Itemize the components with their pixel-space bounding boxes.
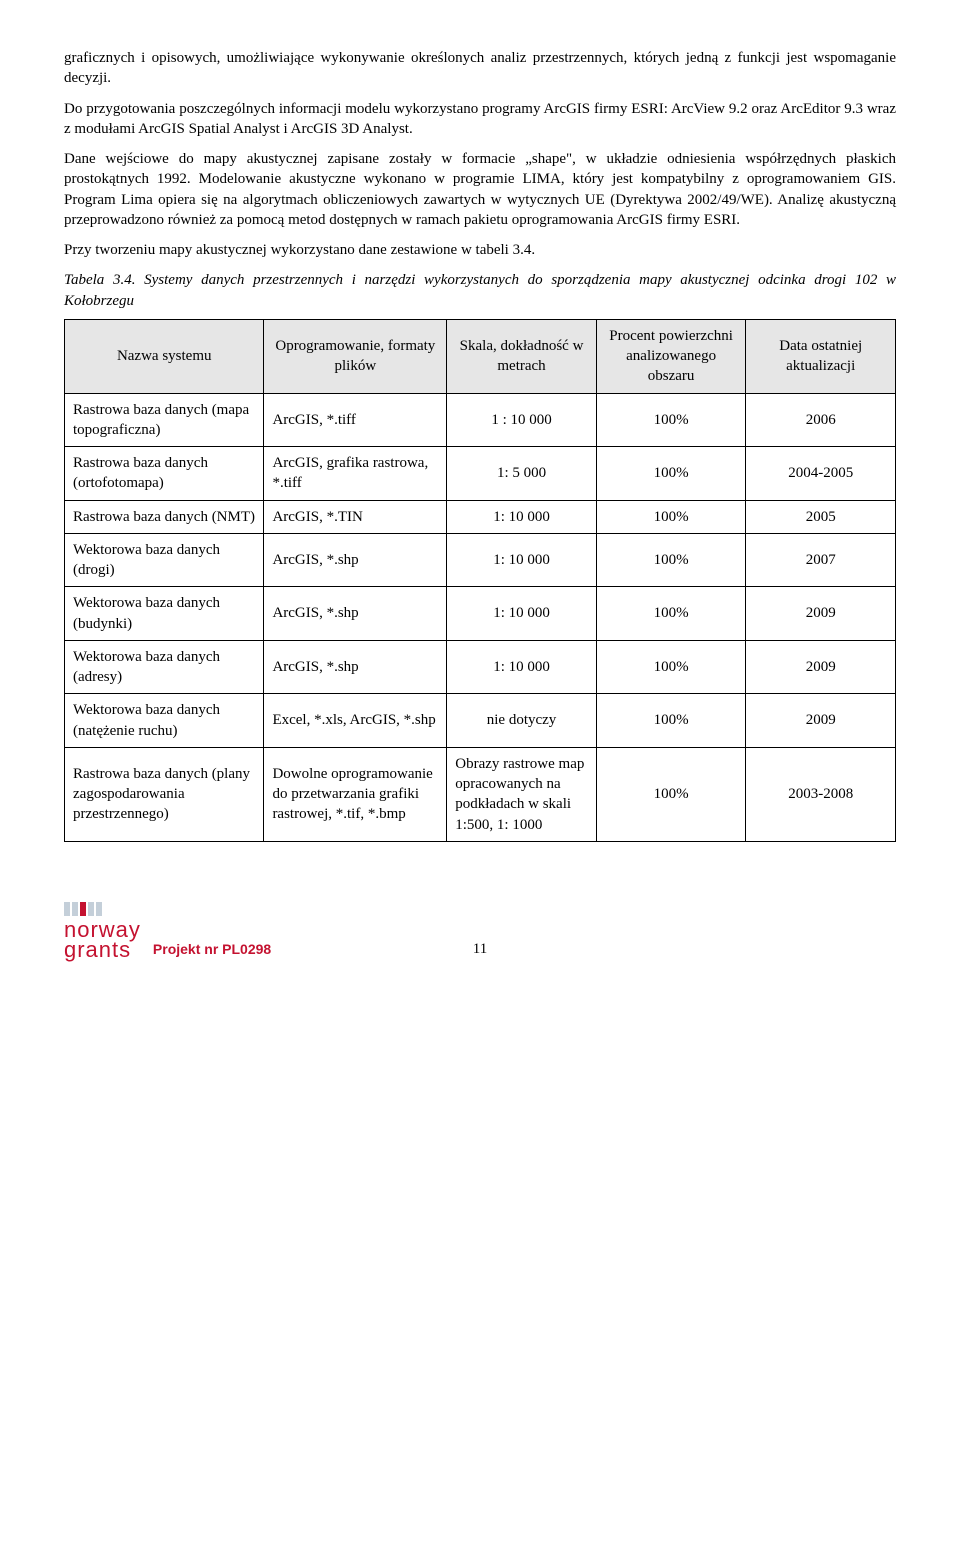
paragraph-2: Do przygotowania poszczególnych informac… bbox=[64, 99, 896, 140]
th-date: Data ostatniej aktualizacji bbox=[746, 319, 896, 393]
cell-name: Wektorowa baza danych (budynki) bbox=[65, 587, 264, 641]
norway-grants-logo: norway grants bbox=[64, 902, 141, 960]
cell-percent: 100% bbox=[596, 533, 746, 587]
th-scale: Skala, dokładność w metrach bbox=[447, 319, 597, 393]
cell-date: 2004-2005 bbox=[746, 447, 896, 501]
cell-percent: 100% bbox=[596, 393, 746, 447]
cell-scale: 1 : 10 000 bbox=[447, 393, 597, 447]
cell-software: ArcGIS, *.shp bbox=[264, 533, 447, 587]
cell-date: 2009 bbox=[746, 640, 896, 694]
table-row: Rastrowa baza danych (ortofotomapa) ArcG… bbox=[65, 447, 896, 501]
th-percent: Procent powierzchni analizowanego obszar… bbox=[596, 319, 746, 393]
table-caption: Tabela 3.4. Systemy danych przestrzennyc… bbox=[64, 270, 896, 311]
cell-date: 2006 bbox=[746, 393, 896, 447]
cell-percent: 100% bbox=[596, 447, 746, 501]
cell-software: ArcGIS, *.tiff bbox=[264, 393, 447, 447]
cell-scale: Obrazy rastrowe map opracowanych na podk… bbox=[447, 747, 597, 841]
cell-scale: 1: 10 000 bbox=[447, 533, 597, 587]
cell-name: Rastrowa baza danych (NMT) bbox=[65, 500, 264, 533]
cell-scale: nie dotyczy bbox=[447, 694, 597, 748]
cell-name: Wektorowa baza danych (natężenie ruchu) bbox=[65, 694, 264, 748]
cell-software: ArcGIS, *.shp bbox=[264, 587, 447, 641]
cell-scale: 1: 10 000 bbox=[447, 587, 597, 641]
cell-percent: 100% bbox=[596, 500, 746, 533]
table-row: Rastrowa baza danych (mapa topograficzna… bbox=[65, 393, 896, 447]
cell-name: Rastrowa baza danych (ortofotomapa) bbox=[65, 447, 264, 501]
table-row: Rastrowa baza danych (plany zagospodarow… bbox=[65, 747, 896, 841]
paragraph-3: Dane wejściowe do mapy akustycznej zapis… bbox=[64, 149, 896, 230]
cell-date: 2005 bbox=[746, 500, 896, 533]
table-row: Rastrowa baza danych (NMT) ArcGIS, *.TIN… bbox=[65, 500, 896, 533]
cell-software: ArcGIS, grafika rastrowa, *.tiff bbox=[264, 447, 447, 501]
cell-name: Wektorowa baza danych (drogi) bbox=[65, 533, 264, 587]
paragraph-4: Przy tworzeniu mapy akustycznej wykorzys… bbox=[64, 240, 896, 260]
cell-date: 2009 bbox=[746, 587, 896, 641]
th-name: Nazwa systemu bbox=[65, 319, 264, 393]
cell-date: 2007 bbox=[746, 533, 896, 587]
cell-scale: 1: 10 000 bbox=[447, 500, 597, 533]
flag-icon bbox=[64, 902, 141, 916]
th-software: Oprogramowanie, formaty plików bbox=[264, 319, 447, 393]
cell-scale: 1: 5 000 bbox=[447, 447, 597, 501]
paragraph-1: graficznych i opisowych, umożliwiające w… bbox=[64, 48, 896, 89]
table-header-row: Nazwa systemu Oprogramowanie, formaty pl… bbox=[65, 319, 896, 393]
systems-table: Nazwa systemu Oprogramowanie, formaty pl… bbox=[64, 319, 896, 842]
table-row: Wektorowa baza danych (drogi) ArcGIS, *.… bbox=[65, 533, 896, 587]
cell-software: Dowolne oprogramowanie do przetwarzania … bbox=[264, 747, 447, 841]
cell-date: 2003-2008 bbox=[746, 747, 896, 841]
cell-date: 2009 bbox=[746, 694, 896, 748]
table-caption-label: Tabela 3.4. bbox=[64, 272, 135, 288]
cell-scale: 1: 10 000 bbox=[447, 640, 597, 694]
cell-percent: 100% bbox=[596, 694, 746, 748]
table-caption-text: Systemy danych przestrzennych i narzędzi… bbox=[64, 272, 896, 308]
cell-software: Excel, *.xls, ArcGIS, *.shp bbox=[264, 694, 447, 748]
cell-name: Wektorowa baza danych (adresy) bbox=[65, 640, 264, 694]
cell-name: Rastrowa baza danych (plany zagospodarow… bbox=[65, 747, 264, 841]
table-row: Wektorowa baza danych (adresy) ArcGIS, *… bbox=[65, 640, 896, 694]
cell-software: ArcGIS, *.TIN bbox=[264, 500, 447, 533]
cell-percent: 100% bbox=[596, 587, 746, 641]
table-row: Wektorowa baza danych (natężenie ruchu) … bbox=[65, 694, 896, 748]
logo-line-2: grants bbox=[64, 940, 141, 960]
footer-left: norway grants Projekt nr PL0298 bbox=[64, 902, 271, 960]
cell-name: Rastrowa baza danych (mapa topograficzna… bbox=[65, 393, 264, 447]
project-number: Projekt nr PL0298 bbox=[153, 940, 271, 959]
cell-percent: 100% bbox=[596, 640, 746, 694]
table-row: Wektorowa baza danych (budynki) ArcGIS, … bbox=[65, 587, 896, 641]
cell-percent: 100% bbox=[596, 747, 746, 841]
cell-software: ArcGIS, *.shp bbox=[264, 640, 447, 694]
